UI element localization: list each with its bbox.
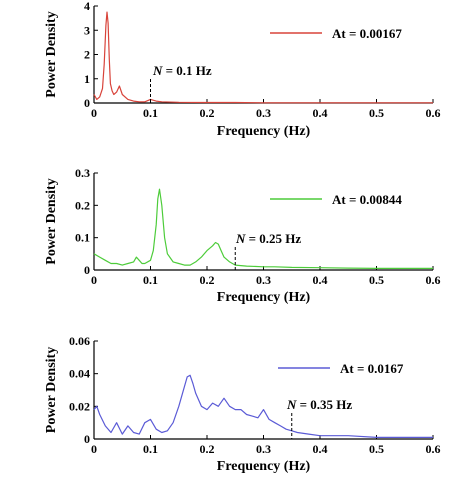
x-tick-label: 0.6 — [426, 273, 441, 287]
x-tick-label: 0.3 — [256, 273, 271, 287]
legend-label: At = 0.00844 — [332, 192, 402, 207]
x-tick-label: 0.3 — [256, 106, 271, 120]
y-tick-label: 0.06 — [69, 334, 90, 348]
x-tick-label: 0.4 — [313, 442, 328, 456]
y-tick-label: 0 — [84, 432, 90, 446]
series-line — [93, 374, 433, 438]
y-tick-label: 0.2 — [75, 198, 90, 212]
y-tick-label: 0 — [84, 263, 90, 277]
x-tick-label: 0.1 — [143, 106, 158, 120]
x-tick-label: 0.5 — [369, 442, 384, 456]
y-axis-label: Power Density — [44, 11, 59, 97]
x-tick-label: 0.5 — [369, 273, 384, 287]
x-tick-label: 0 — [91, 442, 97, 456]
series-line — [93, 11, 433, 104]
chart-panel-3: 0 0.1 0.2 0.3 0.4 0.5 0.6 0 0.02 0.04 0.06 Frequenc… — [44, 334, 441, 474]
x-tick-label: 0.5 — [369, 106, 384, 120]
x-axis-label: Frequency (Hz) — [217, 290, 311, 305]
annotation-label: N = 0.25 Hz — [235, 231, 301, 246]
legend-label: At = 0.0167 — [340, 361, 404, 376]
x-tick-label: 0 — [91, 273, 97, 287]
x-axis-label: Frequency (Hz) — [217, 459, 311, 474]
y-axis-label: Power Density — [44, 347, 59, 433]
y-tick-label: 3 — [84, 23, 90, 37]
annotation-label: N = 0.1 Hz — [152, 63, 212, 78]
y-tick-label: 0.3 — [75, 166, 90, 180]
y-axis-label: Power Density — [44, 178, 59, 264]
annotation-label: N = 0.35 Hz — [286, 397, 352, 412]
x-tick-label: 0.2 — [200, 273, 215, 287]
y-tick-label: 1 — [84, 72, 90, 86]
x-tick-label: 0.6 — [426, 442, 441, 456]
legend-label: At = 0.00167 — [332, 26, 402, 41]
x-tick-label: 0.2 — [200, 106, 215, 120]
x-tick-label: 0.1 — [143, 273, 158, 287]
y-tick-label: 0.04 — [69, 367, 90, 381]
chart-panel-2: 0 0.1 0.2 0.3 0.4 0.5 0.6 0 0.1 0.2 0.3 Frequency (… — [44, 166, 441, 305]
y-tick-label: 0 — [84, 96, 90, 110]
y-tick-label: 0.02 — [69, 399, 90, 413]
x-tick-label: 0 — [91, 106, 97, 120]
y-tick-label: 0.1 — [75, 231, 90, 245]
x-tick-label: 0.3 — [256, 442, 271, 456]
y-tick-label: 4 — [84, 0, 90, 13]
chart-panel-1: 0 0.1 0.2 0.3 0.4 0.5 0.6 0 1 2 3 4 Frequency (Hz) Po… — [44, 0, 441, 139]
x-tick-label: 0.6 — [426, 106, 441, 120]
x-tick-label: 0.4 — [313, 273, 328, 287]
x-tick-label: 0.4 — [313, 106, 328, 120]
x-tick-label: 0.2 — [200, 442, 215, 456]
x-axis-label: Frequency (Hz) — [217, 124, 311, 139]
x-tick-label: 0.1 — [143, 442, 158, 456]
y-tick-label: 2 — [84, 48, 90, 62]
series-line — [93, 188, 433, 269]
